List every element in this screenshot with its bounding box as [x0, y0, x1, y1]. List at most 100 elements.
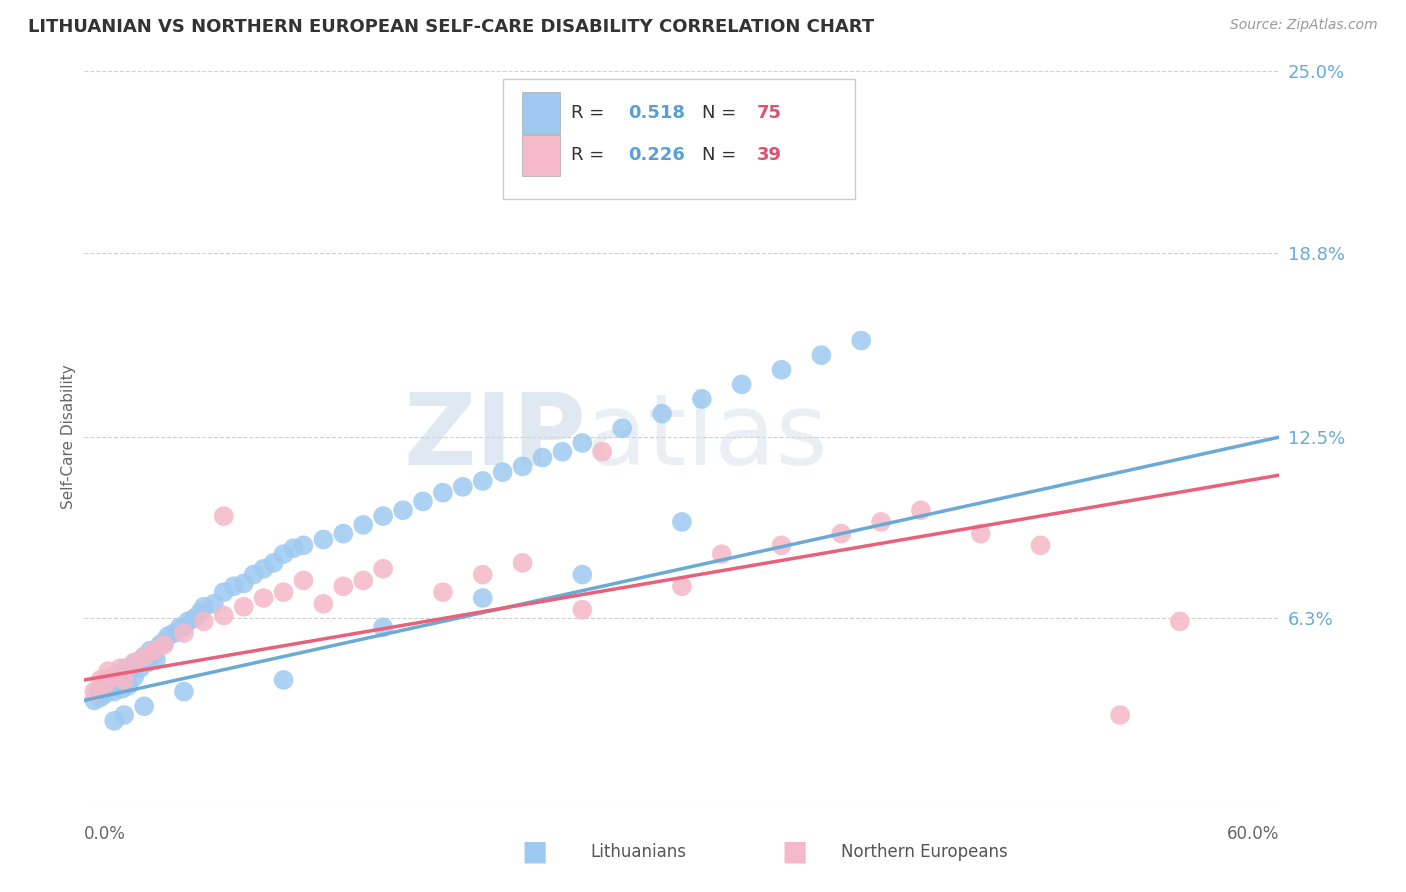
Point	[471, 591, 494, 605]
Point	[145, 652, 167, 666]
Point	[143, 647, 166, 661]
Point	[115, 661, 138, 675]
Point	[551, 444, 574, 458]
Point	[571, 436, 593, 450]
Point	[253, 591, 276, 605]
Point	[242, 567, 264, 582]
Point	[132, 649, 156, 664]
Point	[671, 579, 693, 593]
Point	[273, 547, 295, 561]
Point	[129, 661, 152, 675]
Point	[292, 574, 315, 588]
Point	[731, 377, 754, 392]
Point	[352, 517, 374, 532]
Y-axis label: Self-Care Disability: Self-Care Disability	[60, 365, 76, 509]
Point	[292, 538, 315, 552]
Point	[169, 620, 191, 634]
Point	[392, 503, 415, 517]
Point	[471, 567, 494, 582]
Point	[96, 673, 118, 687]
Point	[432, 485, 454, 500]
Text: ZIP: ZIP	[404, 389, 586, 485]
Point	[870, 515, 893, 529]
Point	[83, 684, 105, 698]
Point	[671, 515, 693, 529]
Point	[312, 533, 335, 547]
Point	[332, 526, 354, 541]
Point	[98, 676, 121, 690]
Text: N =: N =	[702, 104, 742, 122]
Point	[89, 673, 111, 687]
Point	[631, 167, 654, 181]
Point	[93, 688, 115, 702]
Point	[332, 579, 354, 593]
Point	[112, 673, 135, 687]
Point	[412, 494, 434, 508]
Point	[122, 670, 145, 684]
Text: Lithuanians: Lithuanians	[591, 843, 686, 861]
Text: LITHUANIAN VS NORTHERN EUROPEAN SELF-CARE DISABILITY CORRELATION CHART: LITHUANIAN VS NORTHERN EUROPEAN SELF-CAR…	[28, 18, 875, 36]
Point	[111, 681, 134, 696]
Point	[173, 620, 195, 634]
Point	[153, 635, 176, 649]
Point	[188, 606, 211, 620]
Text: ■: ■	[522, 838, 547, 866]
Point	[432, 585, 454, 599]
Text: R =: R =	[571, 104, 610, 122]
Point	[770, 363, 793, 377]
Point	[591, 444, 613, 458]
Text: R =: R =	[571, 146, 610, 164]
Point	[139, 643, 162, 657]
Point	[89, 690, 111, 705]
Point	[120, 664, 142, 678]
Text: 0.0%: 0.0%	[84, 825, 127, 843]
FancyBboxPatch shape	[522, 135, 560, 177]
Point	[1029, 538, 1052, 552]
Point	[651, 407, 673, 421]
Point	[690, 392, 713, 406]
Point	[105, 676, 128, 690]
Point	[352, 574, 374, 588]
Point	[970, 526, 993, 541]
Point	[110, 661, 132, 675]
Point	[571, 603, 593, 617]
Point	[1109, 708, 1132, 723]
Point	[103, 670, 125, 684]
Point	[1168, 615, 1191, 629]
Point	[451, 480, 474, 494]
Point	[112, 673, 135, 687]
Point	[103, 684, 125, 698]
FancyBboxPatch shape	[522, 92, 560, 134]
Text: 75: 75	[758, 104, 782, 122]
Text: 0.226: 0.226	[628, 146, 685, 164]
Point	[283, 541, 305, 556]
Point	[512, 556, 534, 570]
Point	[122, 656, 145, 670]
Point	[212, 608, 235, 623]
Text: 39: 39	[758, 146, 782, 164]
Point	[232, 576, 254, 591]
Point	[193, 615, 215, 629]
Point	[232, 599, 254, 614]
FancyBboxPatch shape	[503, 78, 855, 200]
Point	[97, 681, 120, 696]
Point	[273, 585, 295, 599]
Point	[143, 643, 166, 657]
Text: 0.518: 0.518	[628, 104, 685, 122]
Point	[810, 348, 832, 362]
Point	[710, 547, 733, 561]
Point	[91, 679, 114, 693]
Point	[125, 656, 148, 670]
Point	[212, 509, 235, 524]
Point	[132, 699, 156, 714]
Point	[263, 556, 285, 570]
Point	[910, 503, 932, 517]
Point	[212, 585, 235, 599]
Point	[177, 615, 200, 629]
Point	[571, 567, 593, 582]
Point	[103, 714, 125, 728]
Point	[770, 538, 793, 552]
Text: atlas: atlas	[586, 389, 828, 485]
Point	[112, 708, 135, 723]
Point	[163, 626, 186, 640]
